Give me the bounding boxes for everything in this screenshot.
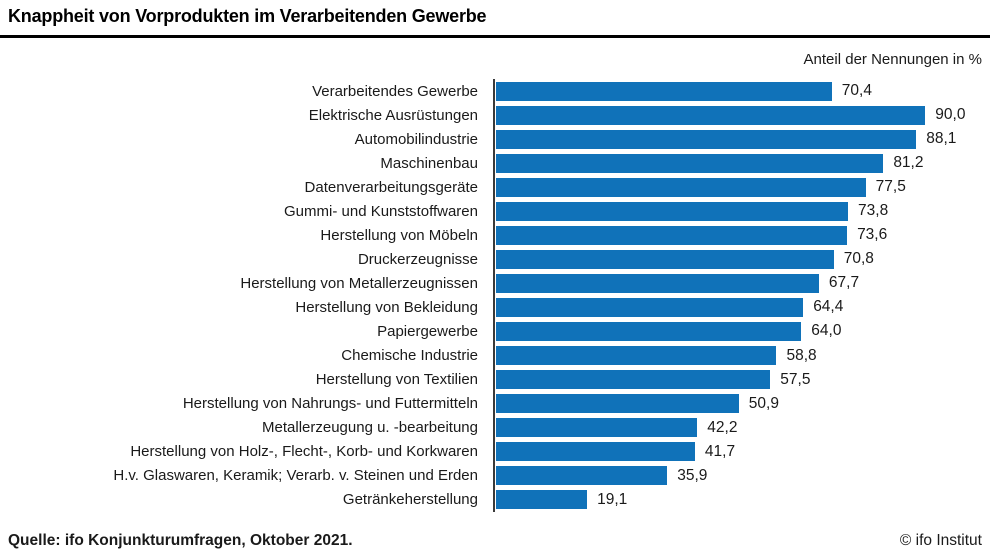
bar-track: 35,9 xyxy=(493,463,990,488)
value-label: 35,9 xyxy=(677,466,708,484)
bar-track: 70,4 xyxy=(493,79,990,104)
bar-row: Datenverarbeitungsgeräte 77,5 xyxy=(0,175,990,200)
bar xyxy=(496,249,834,269)
value-label: 50,9 xyxy=(748,394,779,412)
category-label: H.v. Glaswaren, Keramik; Verarb. v. Stei… xyxy=(113,467,478,485)
bar-row: Chemische Industrie 58,8 xyxy=(0,343,990,368)
value-label: 81,2 xyxy=(893,154,924,172)
axis-unit-label: Anteil der Nennungen in % xyxy=(803,51,982,68)
bar-track: 77,5 xyxy=(493,175,990,200)
copyright-note: © ifo Institut xyxy=(899,532,982,549)
bar-track: 73,8 xyxy=(493,199,990,224)
bar xyxy=(496,321,802,341)
category-label: Verarbeitendes Gewerbe xyxy=(312,82,478,100)
bar-track: 19,1 xyxy=(493,487,990,512)
category-label: Automobilindustrie xyxy=(354,130,478,148)
category-label: Gummi- und Kunststoffwaren xyxy=(284,202,478,220)
bar-track: 64,4 xyxy=(493,295,990,320)
bar xyxy=(496,297,804,317)
value-label: 70,4 xyxy=(841,82,872,100)
value-label: 77,5 xyxy=(875,178,906,196)
category-label: Herstellung von Nahrungs- und Futtermitt… xyxy=(182,395,478,413)
category-label: Druckerzeugnisse xyxy=(357,250,478,268)
value-label: 41,7 xyxy=(704,442,736,460)
category-label: Herstellung von Metallerzeugnissen xyxy=(240,274,478,292)
bar-track: 70,8 xyxy=(493,247,990,272)
bar-track: 88,1 xyxy=(493,127,990,152)
bar xyxy=(496,273,819,293)
bar-track: 41,7 xyxy=(493,439,990,464)
bar-row: Gummi- und Kunststoffwaren 73,8 xyxy=(0,199,990,224)
bar-row: Verarbeitendes Gewerbe 70,4 xyxy=(0,79,990,104)
category-label: Getränkeherstellung xyxy=(342,491,478,509)
bar xyxy=(496,81,832,101)
category-label: Maschinenbau xyxy=(380,154,478,172)
source-note: Quelle: ifo Konjunkturumfragen, Oktober … xyxy=(8,532,353,549)
bar-row: Druckerzeugnisse 70,8 xyxy=(0,247,990,272)
bar-track: 81,2 xyxy=(493,151,990,176)
category-label: Herstellung von Holz-, Flecht-, Korb- un… xyxy=(130,443,478,461)
bar-row: Maschinenbau 81,2 xyxy=(0,151,990,176)
bar-track: 58,8 xyxy=(493,343,990,368)
bar xyxy=(496,201,849,221)
category-label: Herstellung von Bekleidung xyxy=(295,298,478,316)
category-label: Datenverarbeitungsgeräte xyxy=(304,178,478,196)
bar xyxy=(496,466,668,486)
bar-track: 67,7 xyxy=(493,271,990,296)
bar-row: Metallerzeugung u. -bearbeitung 42,2 xyxy=(0,415,990,440)
category-label: Papiergewerbe xyxy=(377,322,478,340)
bar-row: Herstellung von Nahrungs- und Futtermitt… xyxy=(0,391,990,416)
bar xyxy=(496,105,926,125)
value-label: 90,0 xyxy=(935,106,966,124)
chart-footer: Quelle: ifo Konjunkturumfragen, Oktober … xyxy=(8,532,982,550)
value-label: 73,8 xyxy=(858,202,889,220)
bar xyxy=(496,177,866,197)
bar-track: 57,5 xyxy=(493,367,990,392)
bar-row: Getränkeherstellung 19,1 xyxy=(0,487,990,512)
value-label: 19,1 xyxy=(597,490,628,508)
value-label: 67,7 xyxy=(828,274,860,292)
bar xyxy=(496,370,771,390)
bar-track: 64,0 xyxy=(493,319,990,344)
value-label: 70,8 xyxy=(843,250,874,268)
value-label: 64,0 xyxy=(811,322,842,340)
bar-row: Elektrische Ausrüstungen 90,0 xyxy=(0,103,990,128)
bar-row: Herstellung von Metallerzeugnissen 67,7 xyxy=(0,271,990,296)
bar-track: 73,6 xyxy=(493,223,990,248)
value-label: 73,6 xyxy=(857,226,888,244)
bar-track: 42,2 xyxy=(493,415,990,440)
bar xyxy=(496,442,695,462)
value-label: 88,1 xyxy=(926,130,957,148)
bar-row: Herstellung von Textilien 57,5 xyxy=(0,367,990,392)
bar-track: 50,9 xyxy=(493,391,990,416)
bar xyxy=(496,153,884,173)
value-label: 42,2 xyxy=(707,418,738,436)
bar xyxy=(496,418,698,438)
category-label: Herstellung von Textilien xyxy=(315,371,478,389)
bar xyxy=(496,225,848,245)
value-label: 57,5 xyxy=(780,370,811,388)
bar xyxy=(496,394,739,414)
bar-row: Herstellung von Bekleidung 64,4 xyxy=(0,295,990,320)
bar-row: Automobilindustrie 88,1 xyxy=(0,127,990,152)
bar-row: H.v. Glaswaren, Keramik; Verarb. v. Stei… xyxy=(0,463,990,488)
value-label: 64,4 xyxy=(813,298,844,316)
category-label: Metallerzeugung u. -bearbeitung xyxy=(262,419,478,437)
category-label: Elektrische Ausrüstungen xyxy=(308,106,478,124)
bar xyxy=(496,129,917,149)
category-label: Chemische Industrie xyxy=(341,347,478,365)
bar-track: 90,0 xyxy=(493,103,990,128)
bar xyxy=(496,346,777,366)
bar xyxy=(496,490,588,510)
title-rule xyxy=(0,35,990,38)
bar-row: Herstellung von Möbeln 73,6 xyxy=(0,223,990,248)
chart-title: Knappheit von Vorprodukten im Verarbeite… xyxy=(8,6,487,26)
category-label: Herstellung von Möbeln xyxy=(320,226,478,244)
bar-chart: Verarbeitendes Gewerbe 70,4 Elektrische Au… xyxy=(0,79,990,512)
bar-row: Papiergewerbe 64,0 xyxy=(0,319,990,344)
value-label: 58,8 xyxy=(786,346,817,364)
bar-row: Herstellung von Holz-, Flecht-, Korb- un… xyxy=(0,439,990,464)
